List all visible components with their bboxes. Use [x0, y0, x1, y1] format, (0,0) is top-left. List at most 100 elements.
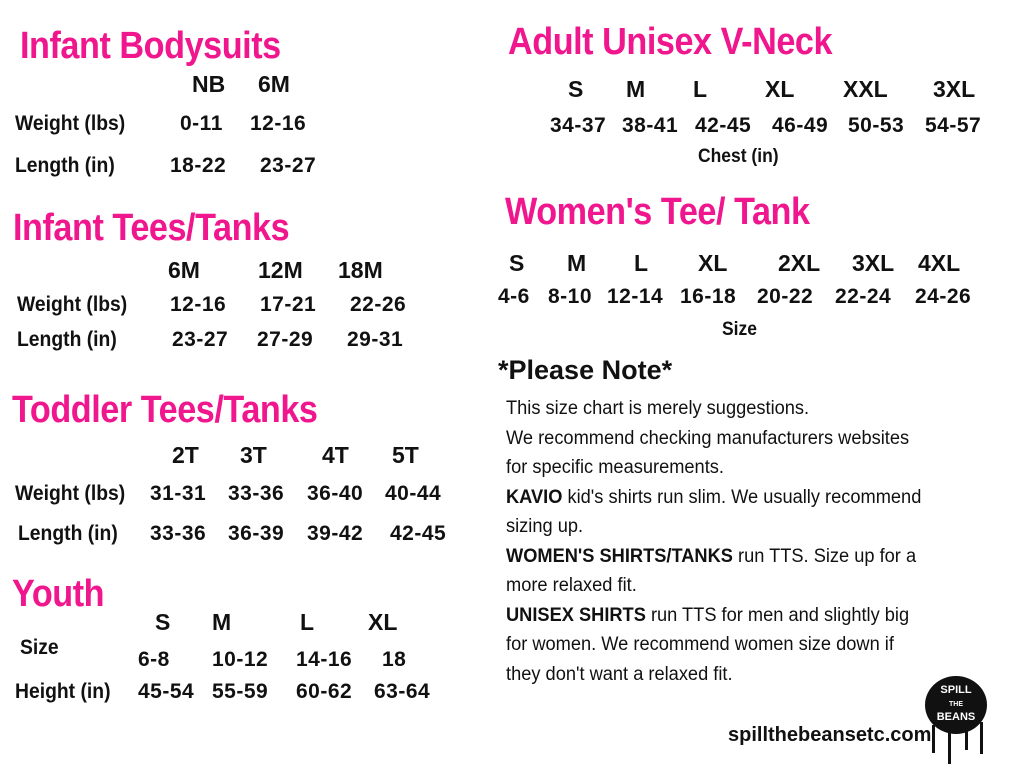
size-value: 10-12	[212, 648, 269, 671]
size-header: 6M	[168, 257, 200, 283]
size-header: XL	[698, 250, 728, 276]
size-value: 12-16	[250, 112, 307, 135]
size-value: 55-59	[212, 680, 269, 703]
size-header: L	[634, 250, 649, 276]
note-text: more relaxed fit.	[506, 575, 637, 596]
size-value: 12-16	[170, 293, 227, 316]
logo-drip	[965, 728, 968, 750]
section-title: Youth	[12, 573, 105, 615]
note-line: for women. We recommend women size down …	[506, 630, 894, 660]
size-header: L	[300, 609, 315, 635]
measurement-caption: Chest (in)	[698, 146, 779, 167]
note-line: This size chart is merely suggestions.	[506, 394, 809, 424]
row-label: Size	[20, 636, 59, 659]
note-text: sizing up.	[506, 516, 584, 537]
size-value: 12-14	[607, 285, 664, 308]
size-value: 40-44	[385, 482, 442, 505]
size-value: 22-24	[835, 285, 892, 308]
brand-logo: SPILL THE BEANS	[925, 676, 987, 734]
size-value: 36-40	[307, 482, 364, 505]
size-header: NB	[192, 71, 226, 97]
size-header: 12M	[258, 257, 303, 283]
measurement-caption: Size	[722, 319, 757, 340]
logo-drip	[980, 722, 983, 754]
note-line: KAVIO kid's shirts run slim. We usually …	[506, 483, 921, 513]
size-value: 63-64	[374, 680, 431, 703]
size-value: 50-53	[848, 114, 905, 137]
size-header: S	[568, 76, 584, 102]
note-line: UNISEX SHIRTS run TTS for men and slight…	[506, 601, 909, 631]
size-value: 38-41	[622, 114, 679, 137]
logo-drip	[948, 728, 951, 764]
note-text: run TTS for men and slightly big	[645, 604, 910, 626]
size-value: 33-36	[228, 482, 285, 505]
size-value: 18	[382, 648, 407, 671]
note-text: run TTS. Size up for a	[732, 545, 917, 567]
size-value: 33-36	[150, 522, 207, 545]
size-header: 18M	[338, 257, 383, 283]
size-value: 23-27	[172, 328, 229, 351]
note-line: WOMEN'S SHIRTS/TANKS run TTS. Size up fo…	[506, 542, 916, 572]
note-emphasis: WOMEN'S SHIRTS/TANKS	[506, 545, 733, 567]
section-title: Women's Tee/ Tank	[505, 191, 810, 233]
row-label: Weight (lbs)	[15, 482, 126, 505]
note-text: for specific measurements.	[506, 457, 724, 478]
note-title: *Please Note*	[498, 355, 673, 385]
size-value: 60-62	[296, 680, 353, 703]
size-value: 24-26	[915, 285, 972, 308]
size-header: XL	[368, 609, 398, 635]
size-header: 4T	[322, 442, 349, 468]
row-label: Length (in)	[18, 522, 118, 545]
size-header: L	[693, 76, 708, 102]
note-text: kid's shirts run slim. We usually recomm…	[562, 486, 922, 508]
size-value: 45-54	[138, 680, 195, 703]
size-value: 4-6	[498, 285, 530, 308]
row-label: Height (in)	[15, 680, 111, 703]
size-value: 34-37	[550, 114, 607, 137]
size-value: 17-21	[260, 293, 317, 316]
website-link[interactable]: spillthebeansetc.com	[728, 724, 932, 746]
note-line: We recommend checking manufacturers webs…	[506, 424, 909, 454]
row-label: Weight (lbs)	[17, 293, 128, 316]
size-header: 3XL	[933, 76, 976, 102]
size-header: S	[509, 250, 525, 276]
size-header: 2XL	[778, 250, 821, 276]
size-header: 2T	[172, 442, 199, 468]
size-value: 54-57	[925, 114, 982, 137]
row-label: Length (in)	[15, 154, 115, 177]
section-title: Toddler Tees/Tanks	[12, 389, 318, 431]
row-label: Length (in)	[17, 328, 117, 351]
size-value: 18-22	[170, 154, 227, 177]
section-title: Infant Bodysuits	[20, 25, 281, 67]
size-value: 36-39	[228, 522, 285, 545]
size-value: 14-16	[296, 648, 353, 671]
size-value: 6-8	[138, 648, 170, 671]
size-header: XXL	[843, 76, 888, 102]
note-text: for women. We recommend women size down …	[506, 634, 894, 655]
size-value: 20-22	[757, 285, 814, 308]
size-value: 0-11	[180, 112, 223, 135]
section-title: Infant Tees/Tanks	[13, 207, 290, 249]
size-value: 39-42	[307, 522, 364, 545]
note-emphasis: UNISEX SHIRTS	[506, 604, 646, 626]
size-header: M	[567, 250, 587, 276]
note-line: more relaxed fit.	[506, 571, 637, 601]
size-value: 8-10	[548, 285, 593, 308]
size-value: 42-45	[695, 114, 752, 137]
section-title: Adult Unisex V-Neck	[508, 21, 833, 63]
size-value: 22-26	[350, 293, 407, 316]
size-header: 3T	[240, 442, 267, 468]
note-line: for specific measurements.	[506, 453, 724, 483]
logo-drip	[932, 725, 935, 753]
size-value: 42-45	[390, 522, 447, 545]
size-header: 3XL	[852, 250, 895, 276]
size-header: 5T	[392, 442, 419, 468]
note-text: We recommend checking manufacturers webs…	[506, 427, 910, 449]
size-header: M	[212, 609, 232, 635]
note-line: sizing up.	[506, 512, 583, 542]
size-value: 46-49	[772, 114, 829, 137]
size-value: 31-31	[150, 482, 207, 505]
size-value: 16-18	[680, 285, 737, 308]
note-line: they don't want a relaxed fit.	[506, 660, 733, 690]
note-text: This size chart is merely suggestions.	[506, 398, 810, 419]
